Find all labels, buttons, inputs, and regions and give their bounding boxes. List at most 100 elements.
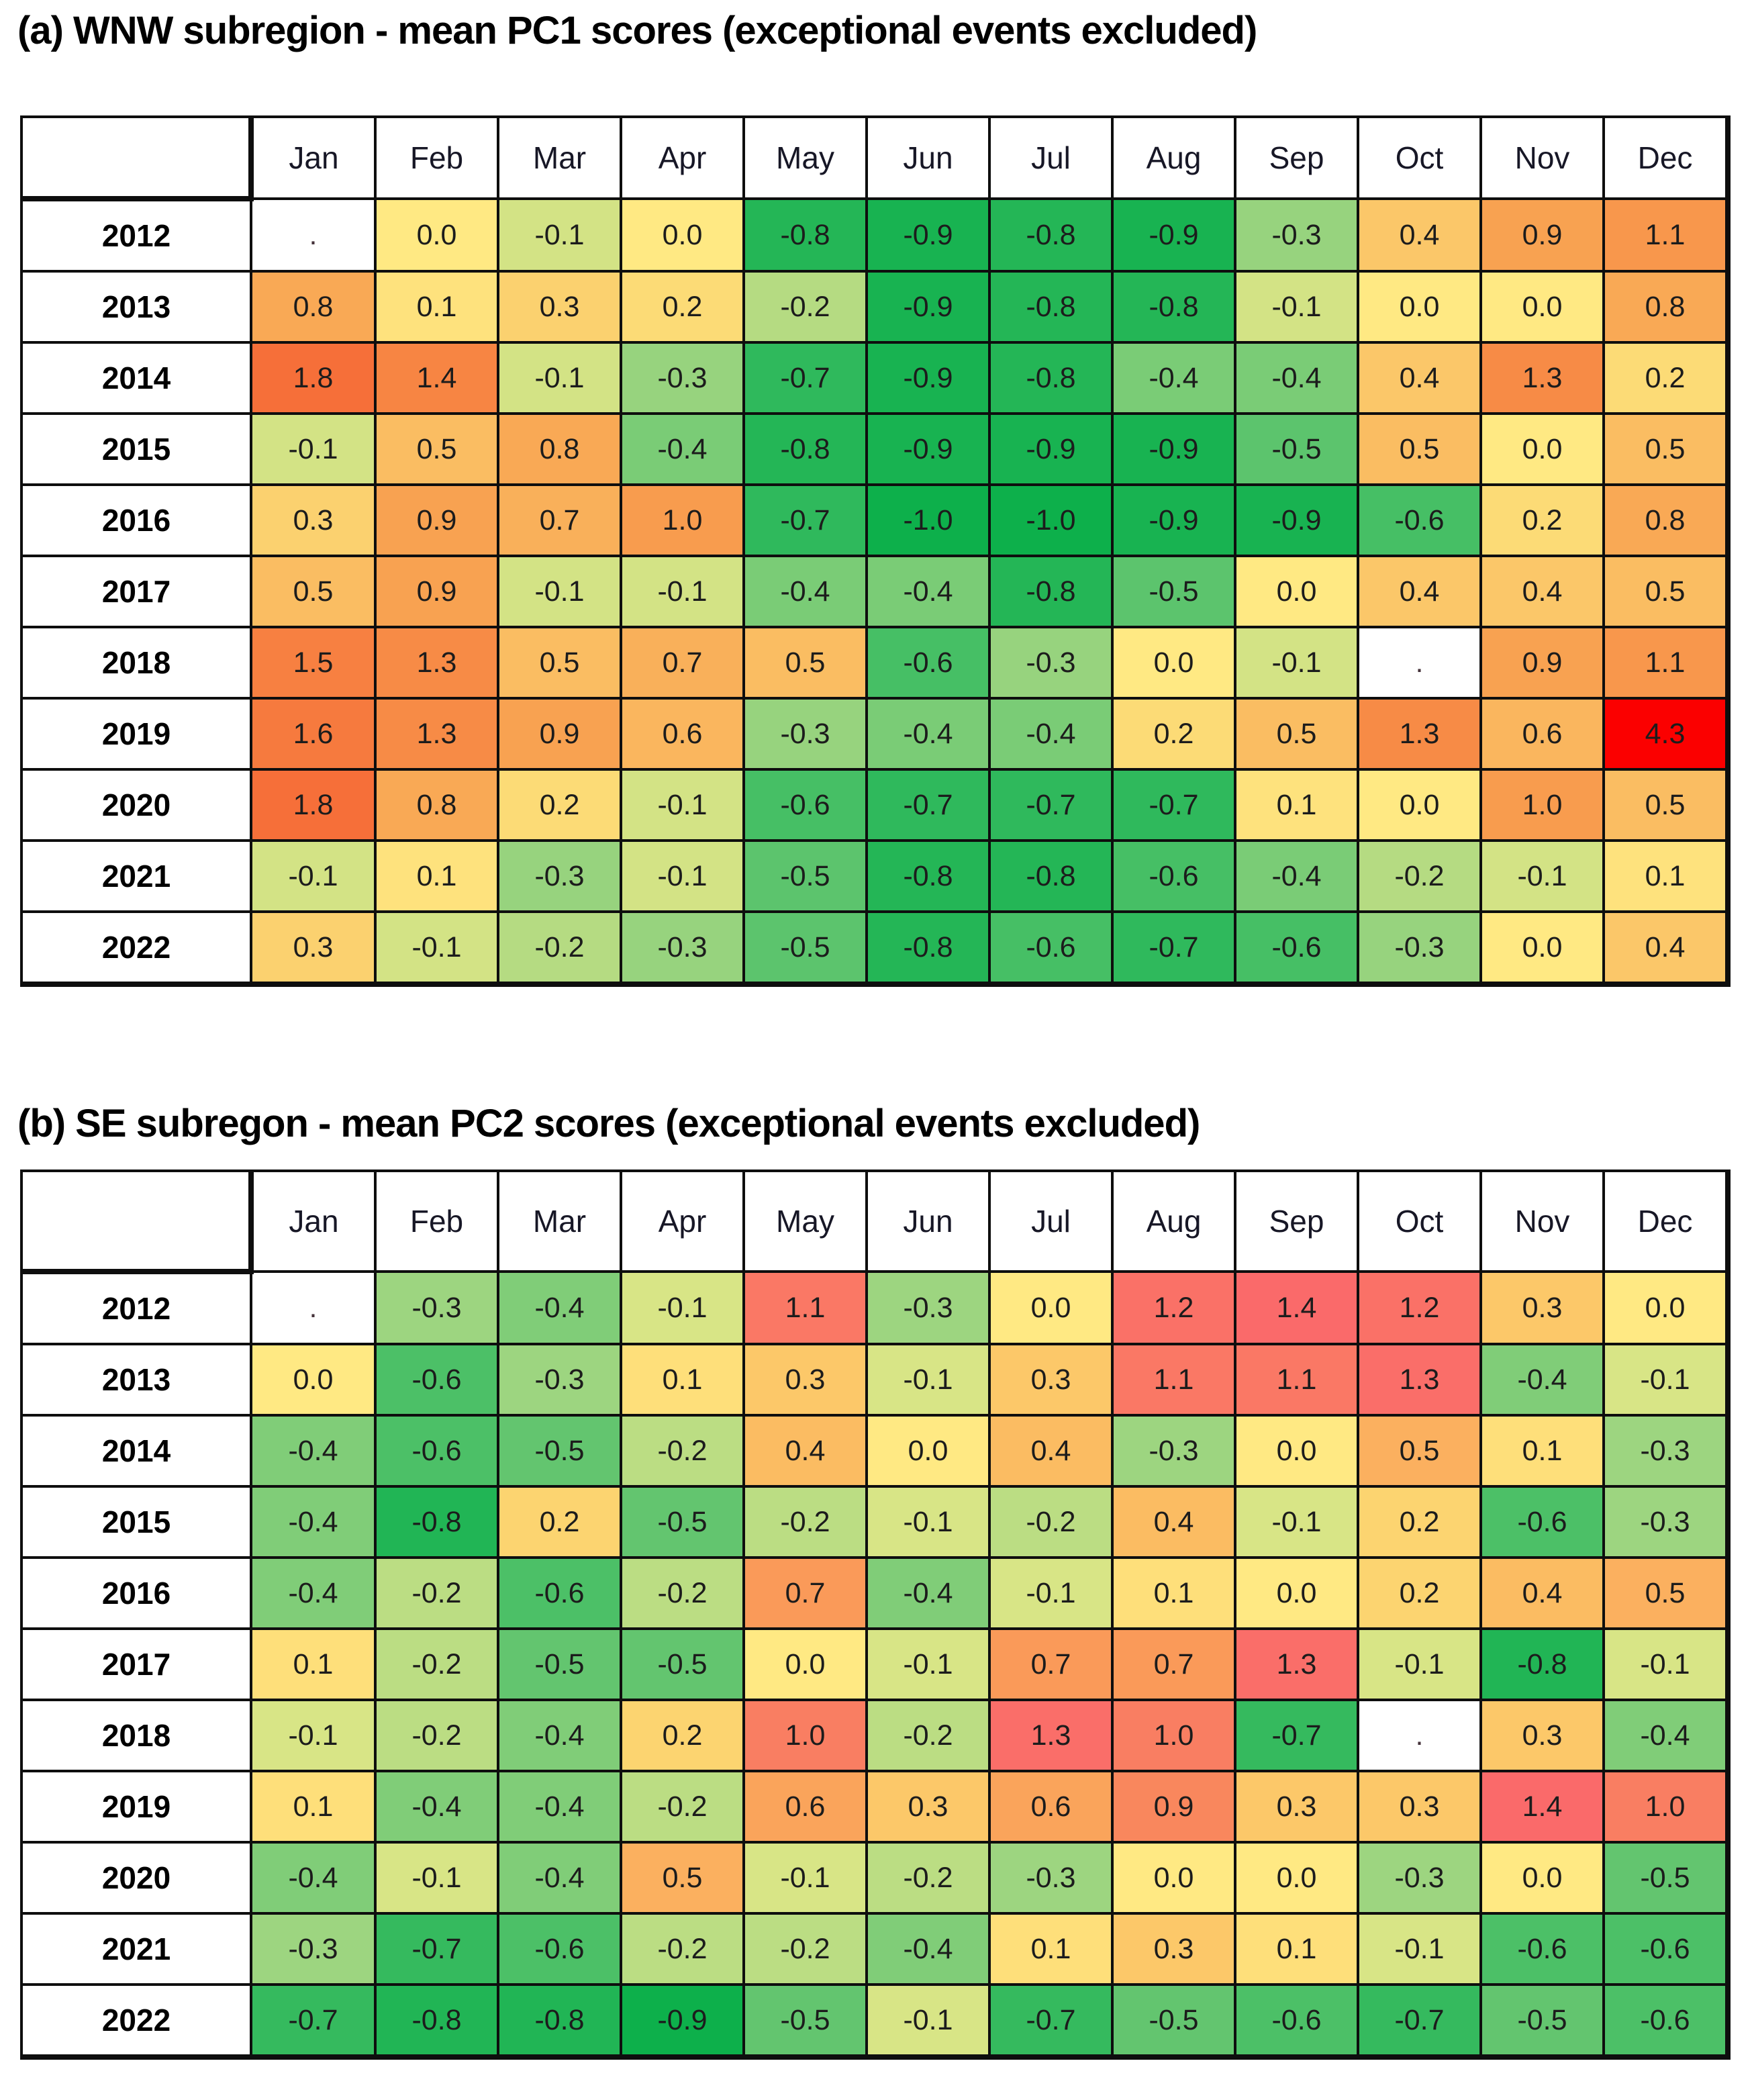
column-header-may: May	[742, 115, 868, 200]
heatmap-cell: 0.6	[988, 1770, 1114, 1844]
heatmap-cell: -0.8	[988, 839, 1114, 913]
heatmap-cell: -0.1	[620, 555, 745, 628]
heatmap-cell: 0.3	[865, 1770, 991, 1844]
heatmap-cell: -0.9	[1111, 412, 1236, 486]
heatmap-cell: -0.6	[374, 1343, 499, 1417]
heatmap-cell: 0.0	[1234, 1556, 1359, 1630]
heatmap-cell: 0.5	[620, 1841, 745, 1915]
heatmap-cell: -0.7	[1111, 910, 1236, 987]
heatmap-panel-a: Jan Feb Mar Apr May Jun Jul Aug Sep Oct Nov Dec 2012…	[20, 115, 1731, 987]
heatmap-cell: -0.3	[1111, 1414, 1236, 1488]
heatmap-cell: -0.2	[742, 1912, 868, 1986]
heatmap-cell: -0.8	[988, 555, 1114, 628]
heatmap-cell: 0.0	[1111, 626, 1236, 700]
heatmap-cell: 1.8	[250, 768, 377, 842]
heatmap-cell: 1.3	[988, 1699, 1114, 1772]
heatmap-cell: 1.1	[1234, 1343, 1359, 1417]
heatmap-cell: -0.6	[988, 910, 1114, 987]
heatmap-cell: -0.4	[620, 412, 745, 486]
heatmap-cell: 0.0	[988, 1270, 1114, 1345]
heatmap-cell: 0.0	[1234, 1841, 1359, 1915]
heatmap-cell: -0.3	[742, 697, 868, 771]
heatmap-cell: 0.1	[620, 1343, 745, 1417]
heatmap-cell: -0.5	[742, 1983, 868, 2060]
heatmap-cell: 0.3	[1479, 1699, 1605, 1772]
heatmap-cell: -0.3	[1234, 197, 1359, 273]
heatmap-cell: -0.8	[497, 1983, 622, 2060]
heatmap-cell: 0.8	[250, 270, 377, 344]
heatmap-cell: -0.6	[1111, 839, 1236, 913]
heatmap-cell: 1.3	[1357, 1343, 1482, 1417]
table-row: 2020 1.8 0.8 0.2 -0.1 -0.6 -0.7 -0.7 -0.7 0.1 0.0 1…	[20, 768, 1731, 842]
column-header-jan: Jan	[248, 115, 377, 200]
column-header-oct: Oct	[1357, 1170, 1482, 1273]
heatmap-cell: 1.5	[250, 626, 377, 700]
heatmap-cell: 0.0	[1357, 768, 1482, 842]
heatmap-cell: 0.0	[1602, 1270, 1731, 1345]
heatmap-cell: 1.2	[1357, 1270, 1482, 1345]
heatmap-cell: -1.0	[865, 483, 991, 557]
heatmap-cell: 0.0	[865, 1414, 991, 1488]
heatmap-cell: -0.2	[620, 1912, 745, 1986]
heatmap-cell: -0.6	[1479, 1912, 1605, 1986]
heatmap-cell: 0.1	[1234, 768, 1359, 842]
heatmap-cell: -0.5	[497, 1414, 622, 1488]
heatmap-cell: -0.1	[250, 839, 377, 913]
row-year-label: 2020	[20, 1841, 252, 1915]
column-header-sep: Sep	[1234, 115, 1359, 200]
heatmap-cell: -0.3	[497, 1343, 622, 1417]
panel-b-title: (b) SE subregon - mean PC2 scores (excep…	[17, 1102, 1200, 1145]
heatmap-cell: 0.8	[374, 768, 499, 842]
heatmap-cell: -0.9	[1111, 483, 1236, 557]
heatmap-cell: -0.6	[497, 1912, 622, 1986]
heatmap-cell: -0.7	[742, 483, 868, 557]
heatmap-cell: -0.9	[865, 412, 991, 486]
heatmap-cell: -0.1	[620, 1270, 745, 1345]
column-header-jul: Jul	[988, 115, 1114, 200]
heatmap-cell: -0.3	[620, 341, 745, 415]
heatmap-cell: -0.1	[1602, 1627, 1731, 1701]
heatmap-cell: -0.2	[497, 910, 622, 987]
heatmap-cell: 0.2	[1357, 1556, 1482, 1630]
heatmap-cell: -0.7	[742, 341, 868, 415]
row-year-label: 2014	[20, 341, 252, 415]
heatmap-cell: 0.4	[1479, 555, 1605, 628]
heatmap-cell: 0.4	[988, 1414, 1114, 1488]
heatmap-cell: 1.3	[1357, 697, 1482, 771]
heatmap-cell: -0.4	[1111, 341, 1236, 415]
heatmap-cell: 0.1	[374, 839, 499, 913]
table-row: 2014 -0.4 -0.6 -0.5 -0.2 0.4 0.0 0.4 -0.3 0.0 0.5 0…	[20, 1414, 1731, 1488]
heatmap-cell: 0.5	[1234, 697, 1359, 771]
column-header-apr: Apr	[620, 115, 745, 200]
row-year-label: 2016	[20, 483, 252, 557]
row-year-label: 2016	[20, 1556, 252, 1630]
heatmap-cell: 1.6	[250, 697, 377, 771]
heatmap-cell: -0.8	[742, 412, 868, 486]
heatmap-cell: 0.1	[250, 1627, 377, 1701]
heatmap-cell: -0.1	[374, 1841, 499, 1915]
heatmap-cell: 0.0	[1479, 1841, 1605, 1915]
row-year-label: 2021	[20, 839, 252, 913]
heatmap-cell: -0.1	[497, 555, 622, 628]
heatmap-cell: 0.2	[1602, 341, 1731, 415]
heatmap-cell: 0.0	[374, 197, 499, 273]
heatmap-cell: 0.4	[1357, 197, 1482, 273]
heatmap-cell: 1.0	[1479, 768, 1605, 842]
heatmap-cell: -0.6	[497, 1556, 622, 1630]
heatmap-cell: 0.8	[1602, 270, 1731, 344]
table-row: 2022 0.3 -0.1 -0.2 -0.3 -0.5 -0.8 -0.6 -0.7 -0.6-…	[20, 910, 1731, 987]
heatmap-cell: -0.9	[865, 341, 991, 415]
heatmap-cell: -0.1	[1357, 1627, 1482, 1701]
heatmap-cell: -0.2	[620, 1414, 745, 1488]
heatmap-cell: 0.0	[250, 1343, 377, 1417]
heatmap-cell: 0.9	[497, 697, 622, 771]
heatmap-cell: -0.1	[865, 1485, 991, 1559]
heatmap-cell: -0.2	[620, 1770, 745, 1844]
heatmap-cell: -0.2	[988, 1485, 1114, 1559]
heatmap-cell: 0.0	[1234, 1414, 1359, 1488]
table-row: 2020 -0.4 -0.1 -0.4 0.5 -0.1 -0.2 -0.3 0.0 0.0 -0.…	[20, 1841, 1731, 1915]
heatmap-cell: -0.4	[497, 1699, 622, 1772]
heatmap-cell: 0.4	[1357, 341, 1482, 415]
heatmap-cell: -0.3	[988, 1841, 1114, 1915]
heatmap-cell: 0.5	[1357, 412, 1482, 486]
